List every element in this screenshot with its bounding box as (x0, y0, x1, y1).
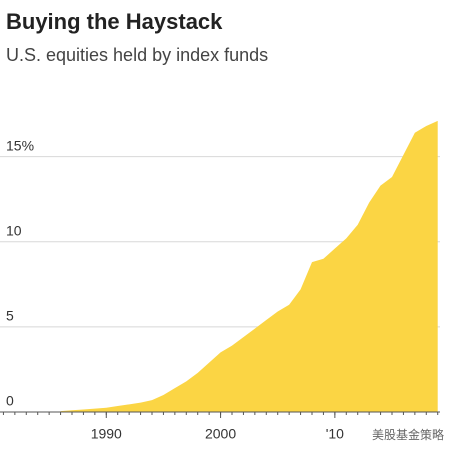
y-tick-label: 5 (6, 308, 14, 324)
x-tick-label: '10 (326, 426, 344, 442)
x-tick-label: 2000 (205, 426, 236, 442)
y-tick-label: 0 (6, 393, 14, 409)
chart-subtitle: U.S. equities held by index funds (6, 45, 268, 65)
chart-title: Buying the Haystack (6, 9, 223, 34)
x-tick-label: 1990 (91, 426, 122, 442)
y-tick-label: 10 (6, 222, 22, 238)
watermark: 美股基金策略 (372, 427, 444, 442)
y-tick-label: 15% (6, 137, 34, 153)
area (60, 120, 438, 413)
